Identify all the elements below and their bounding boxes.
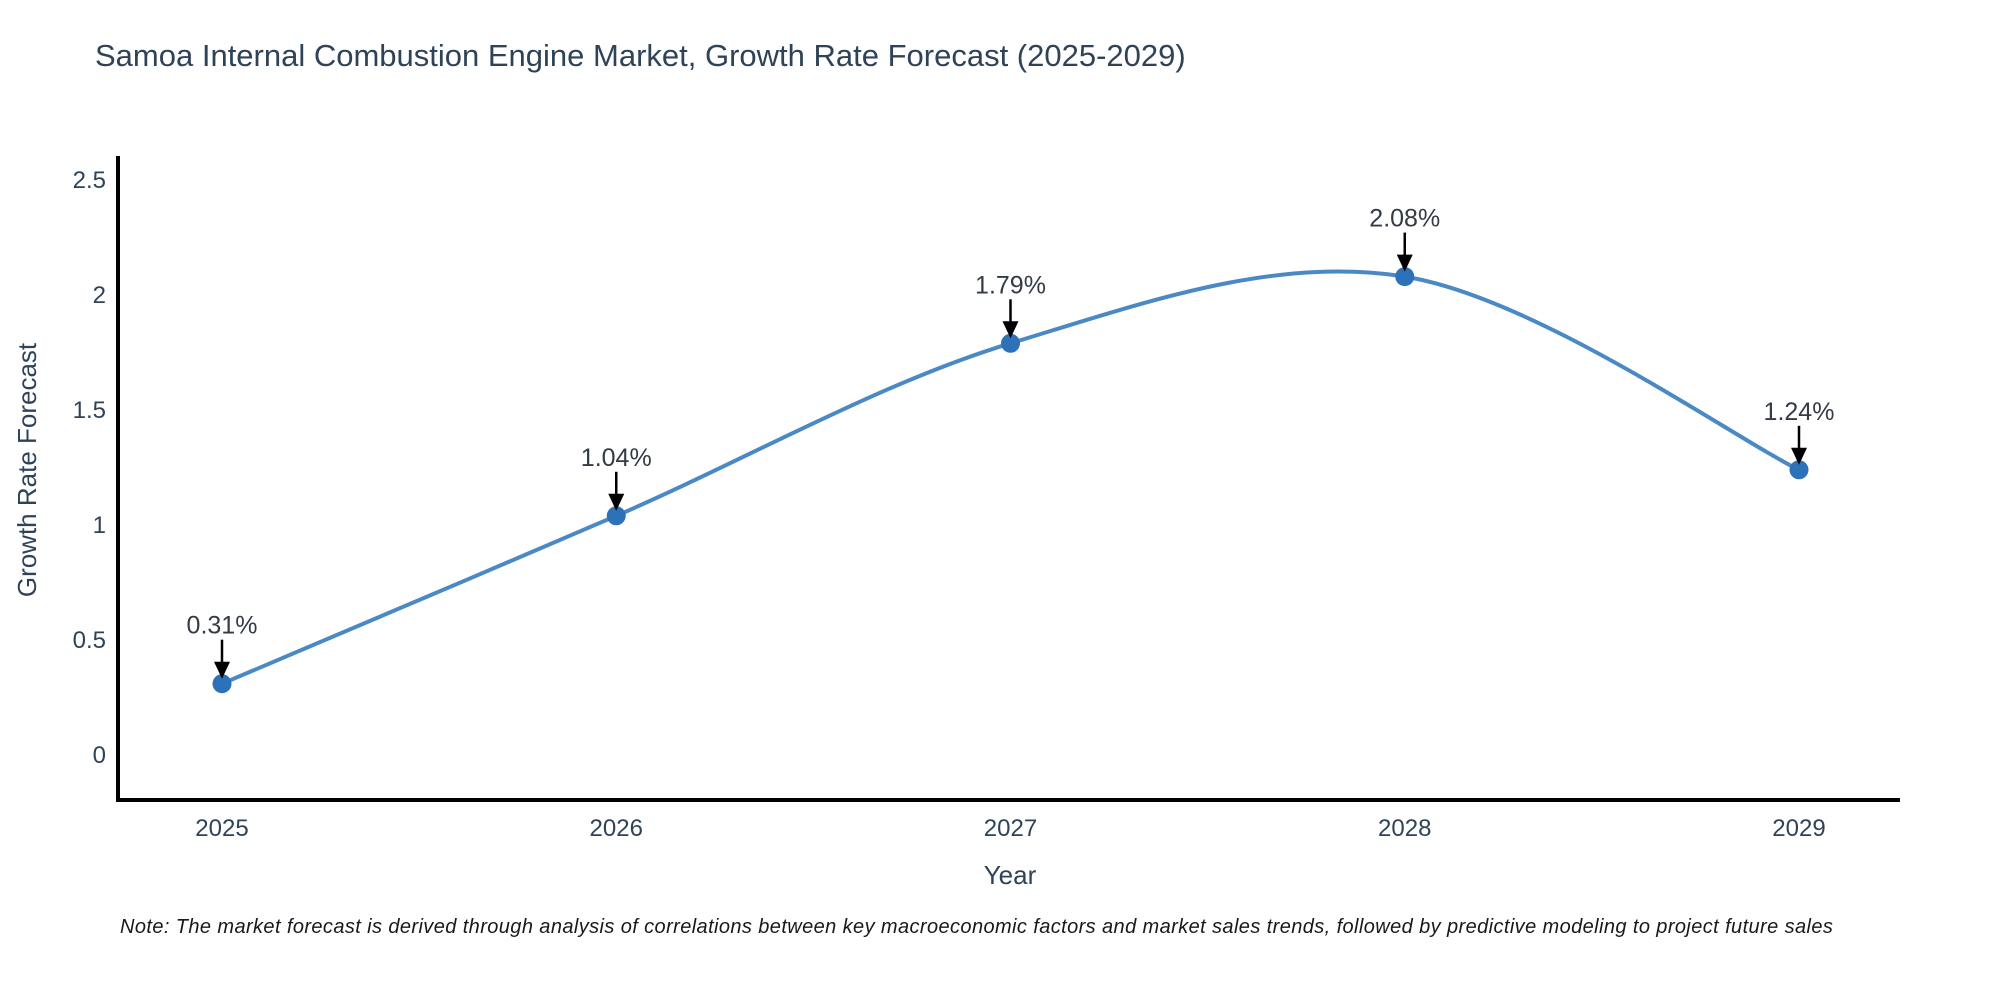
footnote: Note: The market forecast is derived thr… [120, 916, 1834, 938]
y-tick-label: 2.5 [73, 167, 106, 194]
annotation-arrowhead-icon [1002, 321, 1019, 339]
data-point-label: 0.31% [187, 612, 258, 640]
y-tick-label: 1 [93, 512, 106, 539]
annotation-arrowhead-icon [214, 661, 230, 679]
x-tick-label: 2025 [195, 815, 248, 842]
data-point-label: 1.24% [1764, 398, 1835, 426]
data-point-marker [1001, 333, 1020, 353]
annotation-arrowhead-icon [608, 493, 625, 511]
x-tick-labels: 2025 2026 2027 2028 2029 [195, 815, 1825, 842]
y-tick-label: 0.5 [73, 627, 106, 654]
x-tick-label: 2028 [1378, 815, 1431, 842]
x-tick-label: 2027 [984, 815, 1037, 842]
data-point-marker [1395, 267, 1415, 287]
data-point-label: 1.79% [975, 271, 1046, 299]
point-annotations: 0.31% 1.04% 1.79% 2.08% 1.24% [187, 205, 1835, 679]
data-markers [212, 267, 1809, 694]
annotation-arrowhead-icon [1396, 254, 1413, 272]
data-point-label: 2.08% [1369, 205, 1440, 233]
x-tick-label: 2026 [590, 815, 643, 842]
chart-title: Samoa Internal Combustion Engine Market,… [95, 38, 1186, 73]
y-axis-title: Growth Rate Forecast [12, 342, 42, 597]
y-tick-labels: 0 0.5 1 1.5 2 2.5 [73, 167, 106, 769]
y-tick-label: 1.5 [73, 397, 106, 424]
annotation-arrowhead-icon [1791, 447, 1807, 465]
x-tick-label: 2029 [1772, 815, 1825, 842]
data-point-marker [606, 506, 626, 526]
data-point-marker [212, 674, 232, 694]
y-tick-label: 0 [93, 742, 106, 769]
y-tick-label: 2 [93, 282, 106, 309]
x-axis-title: Year [984, 860, 1037, 890]
data-point-label: 1.04% [581, 444, 652, 472]
data-point-marker [1789, 460, 1809, 480]
